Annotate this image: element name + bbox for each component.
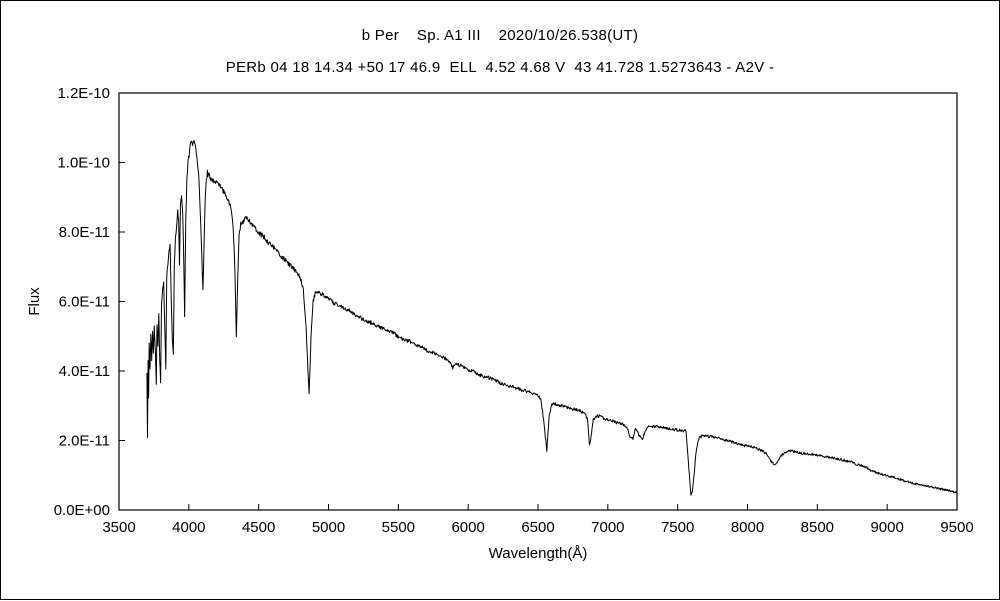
y-tick-label: 6.0E-11 bbox=[59, 294, 110, 311]
y-tick-label: 8.0E-11 bbox=[59, 224, 110, 241]
x-tick-label: 7000 bbox=[591, 519, 624, 536]
y-axis-label: Flux bbox=[26, 287, 43, 316]
x-tick-label: 6500 bbox=[521, 519, 554, 536]
x-tick-label: 7500 bbox=[661, 519, 694, 536]
y-tick-label: 4.0E-11 bbox=[59, 363, 110, 380]
x-tick-label: 4500 bbox=[242, 519, 275, 536]
x-tick-label: 5000 bbox=[312, 519, 345, 536]
y-tick-label: 2.0E-11 bbox=[59, 433, 110, 450]
x-tick-label: 8500 bbox=[801, 519, 834, 536]
spectrum-trace bbox=[146, 140, 958, 496]
x-tick-label: 9000 bbox=[870, 519, 903, 536]
x-tick-label: 5500 bbox=[382, 519, 415, 536]
x-tick-label: 9500 bbox=[940, 519, 973, 536]
x-tick-label: 4000 bbox=[172, 519, 205, 536]
chart-subtitle: PERb 04 18 14.34 +50 17 46.9 ELL 4.52 4.… bbox=[225, 59, 775, 76]
x-tick-label: 8000 bbox=[731, 519, 764, 536]
plot-frame bbox=[118, 92, 958, 511]
y-tick-label: 1.2E-10 bbox=[57, 85, 110, 102]
x-tick-label: 6000 bbox=[451, 519, 484, 536]
x-tick-label: 3500 bbox=[102, 519, 135, 536]
y-tick-label: 1.0E-10 bbox=[57, 155, 110, 172]
chart-title: b Per Sp. A1 III 2020/10/26.538(UT) bbox=[361, 27, 639, 44]
x-axis-label: Wavelength(Å) bbox=[489, 545, 588, 562]
y-tick-label: 0.0E+00 bbox=[54, 502, 110, 519]
